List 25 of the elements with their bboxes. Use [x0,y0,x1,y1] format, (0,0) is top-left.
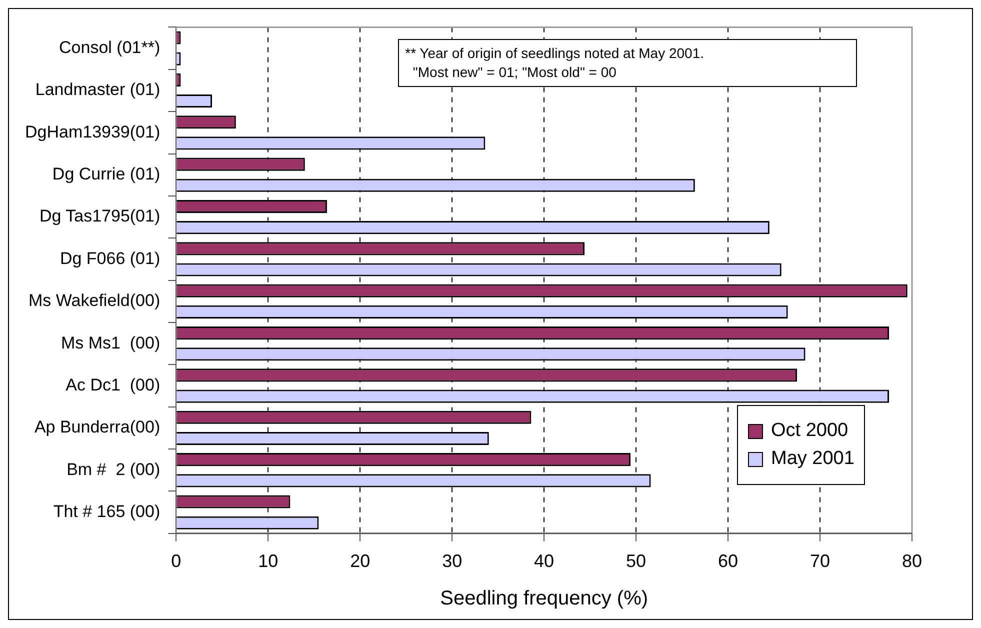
y-tick-label: Ap Bunderra(00) [34,418,160,437]
x-axis-title: Seedling frequency (%) [440,588,648,610]
x-tick-label: 30 [442,551,462,572]
x-tick-label: 60 [718,551,738,572]
x-tick-label: 80 [902,551,922,572]
note-box: ** Year of origin of seedlings noted at May 2001. "Most new" = 01; "Most old" = 00 [398,39,858,87]
x-tick-label: 70 [810,551,830,572]
y-tick-label: Dg F066 (01) [60,248,160,268]
x-tick-label: 50 [626,551,646,572]
x-tick-label: 0 [171,551,182,572]
y-tick-label: Consol (01**) [59,38,160,57]
x-tick-label: 10 [258,551,278,572]
legend-label: Oct 2000 [771,420,848,442]
y-tick-label: Landmaster (01) [35,80,160,100]
x-tick-label: 40 [534,551,554,572]
y-tick-label: Ac Dc1 (00) [66,375,160,394]
y-tick-label: Ms Ms1 (00) [60,333,160,352]
legend-label: May 2001 [771,448,854,470]
y-tick-label: Tht # 165 (00) [53,502,160,521]
y-tick-label: Dg Currie (01) [52,164,160,184]
y-tick-label: Ms Wakefield(00) [28,291,160,310]
y-tick-label: DgHam13939(01) [24,122,160,142]
y-tick-label: Bm # 2 (00) [66,460,160,479]
y-tick-label: Dg Tas1795(01) [39,206,160,226]
x-tick-label: 20 [350,551,370,572]
